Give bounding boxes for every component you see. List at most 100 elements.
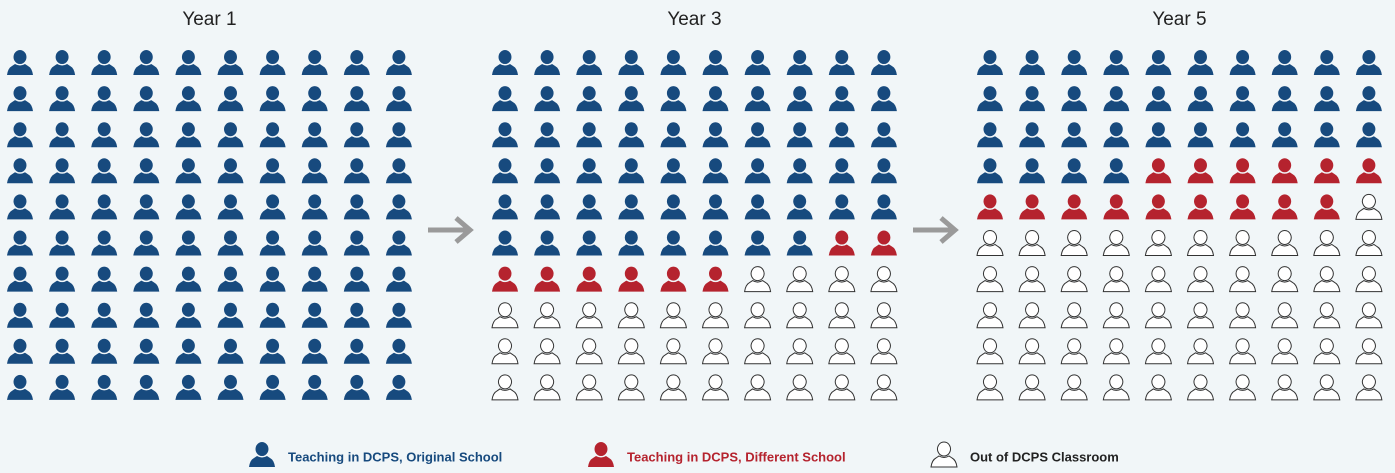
- person-icon: [1061, 122, 1088, 148]
- person-icon: [217, 194, 244, 220]
- person-icon: [7, 158, 33, 184]
- person-icon: [7, 338, 33, 364]
- person-icon: [91, 50, 118, 75]
- person-icon: [492, 50, 518, 75]
- person-icon: [1186, 230, 1215, 256]
- person-icon: [744, 374, 772, 401]
- person-icon: [492, 122, 518, 148]
- person-icon: [701, 374, 730, 401]
- person-icon: [977, 122, 1003, 148]
- person-icon: [744, 230, 771, 256]
- person-icon: [977, 50, 1003, 75]
- person-icon: [1102, 230, 1130, 256]
- person-icon: [385, 230, 412, 256]
- person-icon: [575, 374, 603, 401]
- person-icon: [133, 302, 160, 328]
- person-icon: [91, 122, 118, 148]
- person-icon: [491, 374, 519, 401]
- person-icon: [617, 338, 645, 365]
- person-icon: [744, 122, 771, 148]
- person-icon: [1271, 194, 1298, 220]
- person-icon: [301, 230, 328, 256]
- person-icon: [1061, 194, 1088, 220]
- person-icon: [217, 158, 244, 184]
- person-icon: [1355, 86, 1382, 112]
- person-icon: [1229, 230, 1257, 256]
- person-icon: [702, 122, 729, 148]
- legend-label: Teaching in DCPS, Original School: [288, 449, 502, 464]
- person-icon: [133, 86, 160, 112]
- person-icon: [91, 230, 118, 256]
- person-icon: [91, 86, 118, 112]
- legend-icon: [930, 441, 958, 468]
- person-icon: [1019, 50, 1046, 75]
- person-icon: [702, 230, 729, 256]
- arrow: [913, 216, 959, 244]
- person-icon: [1355, 193, 1383, 220]
- person-icon: [1271, 338, 1299, 365]
- person-icon: [259, 266, 286, 292]
- person-icon: [533, 302, 561, 329]
- person-icon: [1355, 374, 1383, 401]
- person-icon: [49, 338, 76, 364]
- person-icon: [575, 338, 603, 365]
- person-icon: [786, 266, 814, 293]
- person-icon: [49, 86, 76, 112]
- person-icon: [1145, 122, 1172, 148]
- person-icon: [175, 374, 202, 400]
- person-icon: [133, 266, 160, 292]
- legend-label: Teaching in DCPS, Different School: [627, 449, 846, 464]
- person-icon: [1313, 302, 1341, 329]
- person-icon: [1018, 338, 1046, 365]
- person-icon: [133, 122, 160, 148]
- person-icon: [7, 122, 33, 148]
- person-icon: [1186, 374, 1215, 401]
- person-icon: [828, 230, 855, 256]
- person-icon: [217, 338, 244, 364]
- person-icon: [870, 194, 897, 220]
- person-icon: [49, 266, 76, 292]
- legend-label: Out of DCPS Classroom: [970, 449, 1119, 464]
- person-icon: [49, 50, 76, 75]
- person-icon: [133, 194, 160, 220]
- person-icon: [301, 374, 328, 400]
- person-icon: [1229, 158, 1256, 184]
- person-icon: [1186, 338, 1215, 365]
- person-icon: [1144, 266, 1172, 293]
- person-icon: [786, 230, 813, 256]
- person-icon: [786, 86, 813, 112]
- person-icon: [1313, 374, 1341, 401]
- person-icon: [744, 50, 771, 75]
- person-icon: [618, 86, 645, 112]
- person-icon: [1060, 338, 1088, 365]
- person-icon: [1187, 158, 1214, 184]
- person-icon: [343, 302, 370, 328]
- person-icon: [1019, 194, 1046, 220]
- person-icon: [534, 266, 561, 292]
- person-icon: [133, 374, 160, 400]
- person-icon: [534, 194, 561, 220]
- person-icon: [786, 122, 813, 148]
- person-icon: [1103, 50, 1130, 75]
- person-icon: [492, 266, 518, 292]
- person-icon: [7, 86, 33, 112]
- person-icon: [1145, 86, 1172, 112]
- person-icon: [301, 122, 328, 148]
- person-icon: [385, 302, 412, 328]
- person-icon: [618, 230, 645, 256]
- person-icon: [217, 122, 244, 148]
- person-icon: [175, 302, 202, 328]
- person-icon: [1229, 50, 1256, 75]
- person-icon: [618, 50, 645, 75]
- person-icon: [576, 86, 603, 112]
- person-icon: [702, 158, 729, 184]
- person-icon: [977, 194, 1003, 220]
- person-icon: [7, 194, 33, 220]
- person-icon: [175, 338, 202, 364]
- person-icon: [1060, 230, 1088, 256]
- person-icon: [217, 50, 244, 75]
- arrow: [428, 216, 474, 244]
- person-icon: [385, 50, 412, 75]
- person-icon: [1145, 50, 1172, 75]
- person-icon: [1313, 122, 1340, 148]
